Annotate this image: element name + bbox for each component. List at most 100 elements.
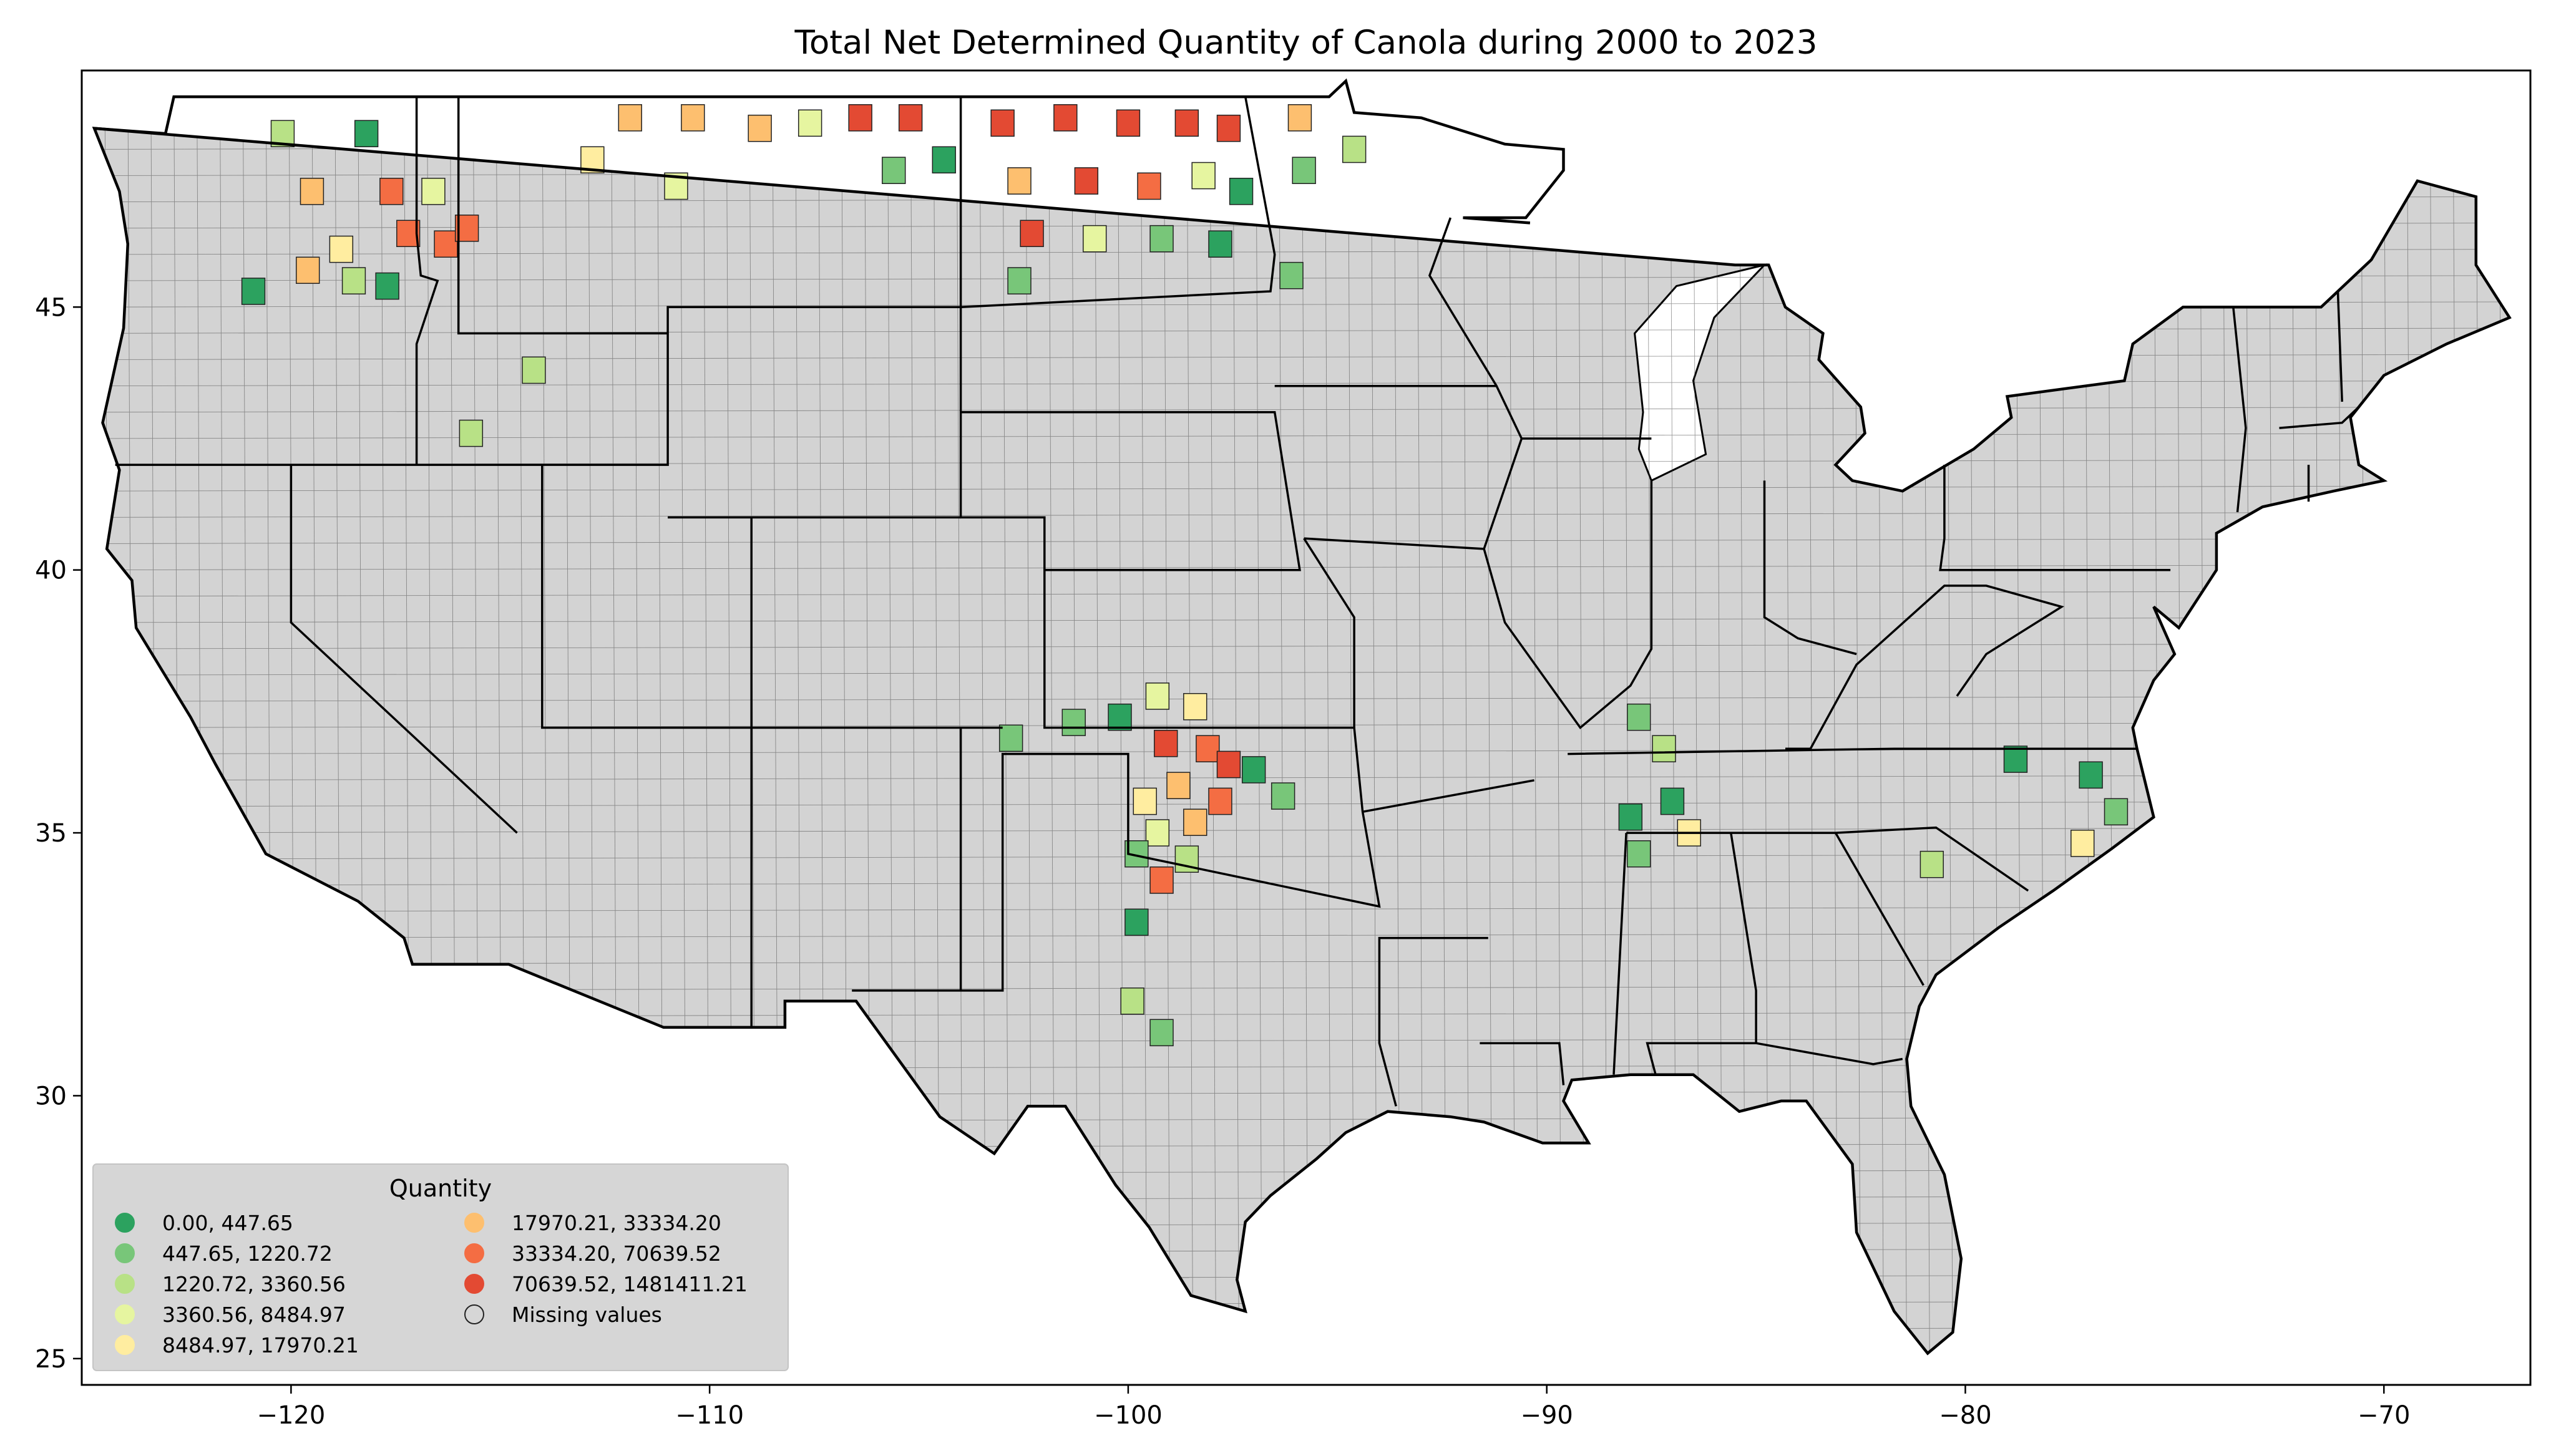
state-borders	[92, 78, 2512, 1356]
county-region	[1149, 1019, 1174, 1047]
county-region	[296, 256, 320, 284]
state-border	[457, 97, 668, 335]
legend-swatch	[115, 1335, 135, 1355]
county-region	[1627, 703, 1651, 731]
state-border	[2279, 406, 2360, 429]
legend-label: 8484.97, 17970.21	[162, 1333, 359, 1357]
legend-swatch	[115, 1213, 135, 1233]
legend-label: 0.00, 447.65	[162, 1211, 293, 1235]
legend: Quantity 0.00, 447.65 447.65, 1220.72 1220…	[92, 1163, 789, 1371]
county-line	[94, 669, 2510, 676]
legend-label: 33334.20, 70639.52	[512, 1241, 721, 1266]
x-tick-label: −90	[1520, 1401, 1573, 1430]
county-region	[1660, 787, 1685, 815]
county-region	[1007, 267, 1032, 294]
county-region	[1124, 908, 1149, 936]
y-tick-label: 25	[35, 1345, 67, 1374]
legend-label: 447.65, 1220.72	[162, 1241, 333, 1266]
county-region	[522, 356, 546, 384]
county-region	[1229, 178, 1254, 205]
y-tick-label: 30	[35, 1082, 67, 1110]
county-region	[1083, 225, 1107, 253]
legend-swatch	[464, 1243, 484, 1263]
legend-box	[92, 1163, 789, 1371]
county-region	[1208, 230, 1232, 258]
county-region	[580, 146, 605, 174]
state-border	[750, 517, 1003, 729]
county-region	[2104, 798, 2129, 826]
legend-label: Missing values	[512, 1303, 662, 1327]
county-region	[1149, 225, 1174, 253]
county-region	[1007, 167, 1032, 195]
y-tick-label: 45	[35, 293, 67, 322]
x-axis: −120 −110 −100 −90 −80 −70	[256, 1385, 2410, 1430]
county-region	[1279, 261, 1304, 289]
county-region	[1154, 729, 1178, 757]
county-region	[2079, 761, 2103, 789]
x-tick-label: −100	[1094, 1401, 1163, 1430]
state-border	[2232, 307, 2247, 513]
legend-swatch	[115, 1304, 135, 1324]
state-border	[1785, 585, 2064, 750]
county-region	[1271, 782, 1295, 810]
county-region	[1116, 109, 1141, 137]
legend-swatch	[115, 1243, 135, 1263]
us-landmass	[94, 128, 2510, 1354]
county-region	[1292, 157, 1316, 184]
y-axis: 25 30 35 40 45	[35, 293, 82, 1374]
county-regions	[241, 104, 2129, 1047]
county-line	[94, 617, 2510, 623]
county-line	[94, 827, 2510, 833]
state-border	[541, 465, 753, 1027]
county-line	[94, 433, 2510, 439]
state-border	[1568, 747, 2137, 755]
county-region	[882, 157, 906, 184]
county-region	[241, 278, 266, 305]
county-region	[1133, 787, 1157, 815]
coastline-border	[92, 127, 2512, 1356]
county-region	[990, 109, 1015, 137]
county-region	[1108, 703, 1132, 731]
legend-label: 70639.52, 1481411.21	[512, 1272, 748, 1296]
state-border	[415, 97, 439, 465]
state-border	[960, 411, 1301, 571]
county-region	[1183, 692, 1207, 721]
county-line	[94, 774, 2510, 781]
county-region	[1196, 735, 1220, 763]
county-region	[898, 104, 923, 132]
county-line	[94, 696, 2510, 702]
county-region	[1145, 819, 1170, 847]
legend-label: 1220.72, 3360.56	[162, 1272, 346, 1296]
county-region	[1342, 135, 1367, 163]
county-region	[618, 104, 642, 132]
county-region	[1137, 172, 1161, 200]
county-region	[932, 146, 956, 174]
state-border	[1303, 538, 1355, 728]
county-region	[1183, 808, 1207, 837]
plot-area	[80, 69, 2532, 1386]
plot-frame	[80, 69, 2532, 1386]
state-border	[290, 465, 518, 834]
legend-swatch	[464, 1213, 484, 1233]
county-region	[1652, 735, 1676, 763]
lake-michigan	[1634, 263, 1768, 482]
county-region	[1208, 787, 1232, 815]
county-region	[1919, 850, 1944, 878]
county-line	[94, 406, 2510, 413]
county-region	[748, 114, 772, 142]
county-region	[329, 235, 354, 263]
legend-entries: 0.00, 447.65 447.65, 1220.72 1220.72, 3360…	[115, 1211, 748, 1357]
county-line	[94, 722, 2510, 728]
county-region	[1174, 109, 1199, 137]
chart-title: Total Net Determined Quantity of Canola …	[794, 24, 1817, 62]
county-region	[848, 104, 872, 132]
state-border	[959, 96, 1276, 309]
county-region	[1216, 750, 1241, 779]
county-region	[798, 109, 822, 137]
state-border	[1428, 217, 1498, 387]
x-tick-label: −70	[2358, 1401, 2410, 1430]
county-line	[94, 643, 2510, 649]
legend-label: 3360.56, 8484.97	[162, 1303, 346, 1327]
legend-swatch	[115, 1274, 135, 1294]
county-region	[459, 419, 484, 447]
